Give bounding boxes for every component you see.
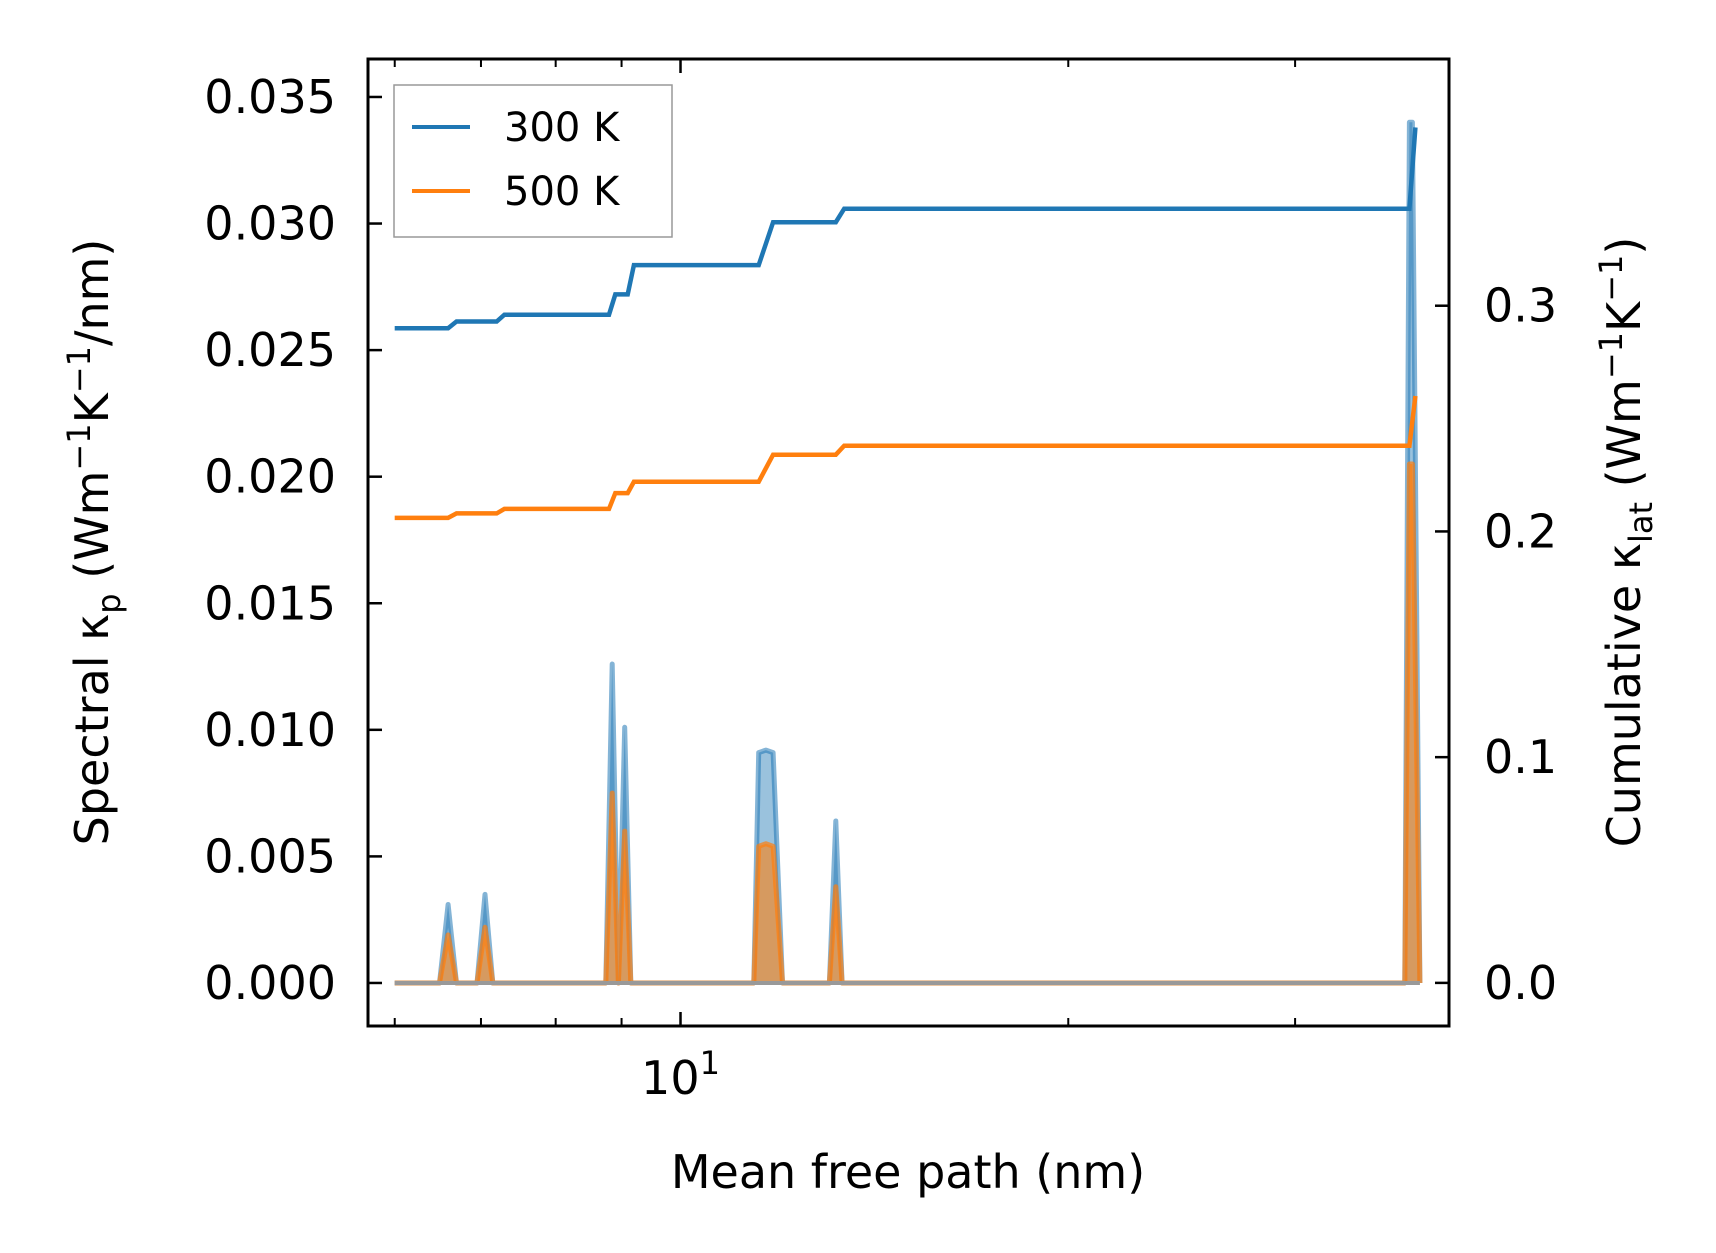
- legend-label-300k: 300 K: [504, 105, 621, 151]
- y-left-label-post: /nm): [65, 239, 119, 346]
- y-right-label-sup2: −1: [1592, 255, 1630, 302]
- y-left-tick-label: 0.035: [204, 70, 336, 124]
- y-left-tick-label: 0.015: [204, 576, 336, 630]
- y-right-tick-label: 0.3: [1484, 279, 1557, 333]
- y-left-label-pre: Spectral κ: [65, 614, 119, 846]
- y-right-label-mid: (Wm: [1597, 379, 1651, 502]
- y-left-label-sup1: −1: [60, 423, 98, 470]
- y-left-tick-label: 0.025: [204, 323, 336, 377]
- y-right-label-post: ): [1597, 237, 1651, 255]
- plot-frame: [366, 57, 1451, 1028]
- ticks-layer: [368, 59, 1449, 1026]
- x-axis-label: Mean free path (nm): [671, 1145, 1145, 1199]
- labels-layer: 101 0.000 0.005 0.010 0.015 0.020 0.025 0.030 0.…: [204, 70, 1557, 1105]
- y-left-tick-label: 0.030: [204, 197, 336, 251]
- y-left-tick-label: 0.005: [204, 829, 336, 883]
- y-left-tick-label: 0.010: [204, 703, 336, 757]
- y-left-tick-label: 0.020: [204, 450, 336, 504]
- y-left-label-sup2: −1: [60, 346, 98, 393]
- spectral-layer: [394, 119, 1423, 986]
- cumulative-line-300k: [394, 127, 1418, 331]
- y-right-tick-label: 0.1: [1484, 730, 1557, 784]
- y-right-tick-label: 0.0: [1484, 956, 1557, 1010]
- legend-label-500k: 500 K: [504, 169, 621, 215]
- cumulative-layer: [394, 127, 1418, 521]
- y-left-label-mid: (Wm: [65, 471, 119, 594]
- y-right-label-sub: lat: [1622, 502, 1660, 543]
- y-axis-right-label: Cumulative κlat (Wm−1K−1): [1592, 237, 1660, 848]
- cumulative-line-500k: [394, 395, 1418, 521]
- x-tick-label: 101: [641, 1044, 720, 1105]
- legend-box: [393, 84, 673, 238]
- y-left-label-sub: p: [90, 593, 128, 613]
- y-right-label-sup1: −1: [1592, 332, 1630, 379]
- y-left-label-mid2: K: [65, 391, 119, 423]
- y-axis-left-label: Spectral κp (Wm−1K−1/nm): [60, 239, 128, 846]
- y-right-label-pre: Cumulative κ: [1597, 543, 1651, 847]
- y-left-tick-label: 0.000: [204, 956, 336, 1010]
- legend: 300 K 500 K: [393, 84, 673, 238]
- y-right-label-mid2: K: [1597, 300, 1651, 332]
- y-right-tick-label: 0.2: [1484, 504, 1557, 558]
